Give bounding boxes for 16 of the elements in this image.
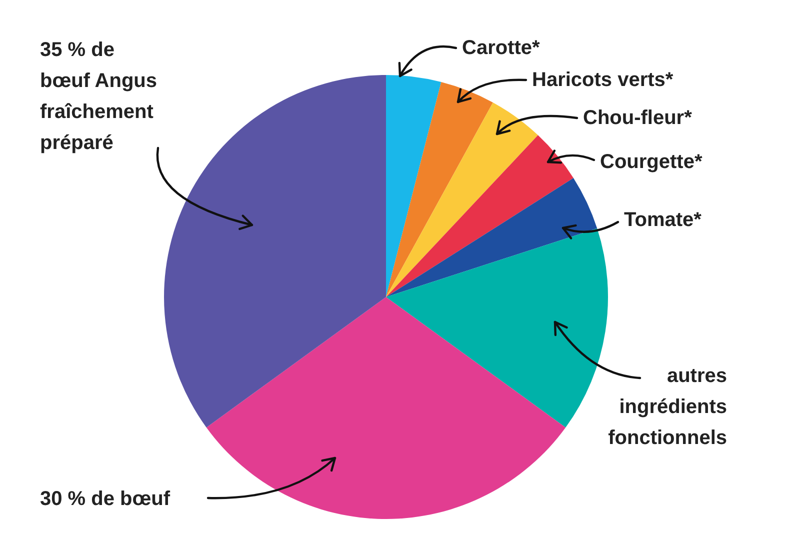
slice-label: Chou-fleur* bbox=[583, 107, 692, 129]
slice-label: Tomate* bbox=[624, 209, 702, 231]
pie-slice bbox=[386, 102, 538, 297]
slice-label: Carotte* bbox=[462, 37, 540, 59]
pie-slice bbox=[386, 135, 574, 297]
pie-slice bbox=[164, 75, 386, 428]
slice-label: 35 % de bœuf Angus fraîchement préparé bbox=[40, 39, 158, 154]
pie-slice bbox=[386, 178, 598, 297]
slice-label: Haricots verts* bbox=[532, 69, 674, 91]
slice-label: autres ingrédients fonctionnels bbox=[608, 365, 727, 449]
slice-label: Courgette* bbox=[600, 151, 702, 173]
pie-slice bbox=[386, 75, 442, 297]
pie-slice bbox=[386, 82, 493, 297]
pie-slice bbox=[206, 297, 566, 519]
slice-label: 30 % de bœuf bbox=[40, 488, 170, 510]
pie-slice bbox=[386, 228, 608, 428]
